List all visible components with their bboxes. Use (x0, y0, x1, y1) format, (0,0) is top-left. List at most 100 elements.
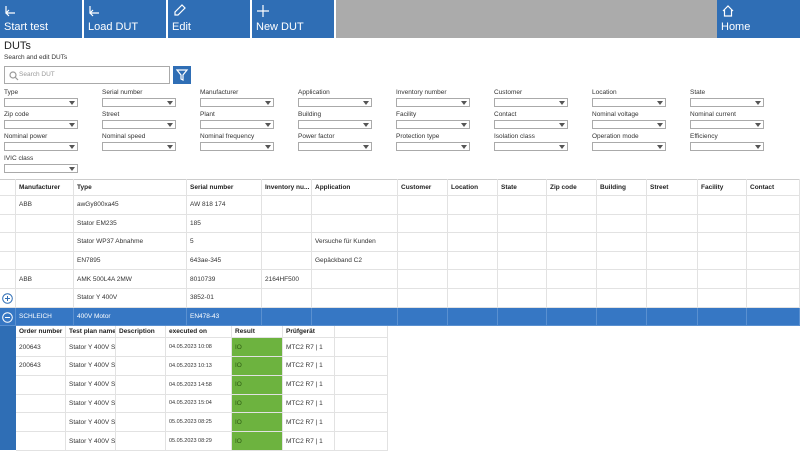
home-button[interactable]: Home (717, 0, 800, 38)
filter-label: Nominal speed (102, 133, 146, 140)
table-cell (597, 214, 647, 234)
filter-dropdown[interactable] (200, 120, 274, 129)
filter-dropdown[interactable] (4, 98, 78, 107)
filter-dropdown[interactable] (102, 120, 176, 129)
filter-dropdown[interactable] (396, 120, 470, 129)
table-row[interactable]: ABB AMK 500L4A 2MW 8010739 2164HF500 (0, 270, 800, 289)
column-header[interactable]: Application (312, 179, 398, 196)
sub-table-cell (16, 375, 66, 395)
sub-table-cell (116, 375, 166, 395)
table-row[interactable]: Stator Y 400V 3852-01 (0, 289, 800, 308)
filter-dropdown[interactable] (494, 142, 568, 151)
filter-dropdown[interactable] (494, 120, 568, 129)
search-box[interactable]: Search DUT (4, 66, 170, 84)
table-row[interactable]: Stator WP37 Abnahme 5 Versuche für Kunden (0, 233, 800, 252)
column-header[interactable]: Serial number (187, 179, 262, 196)
column-header[interactable]: Zip code (547, 179, 597, 196)
filter-dropdown[interactable] (298, 98, 372, 107)
filter-button[interactable] (173, 66, 191, 84)
table-row[interactable]: Stator EM235 185 (0, 214, 800, 234)
page-subtitle: Search and edit DUTs (4, 54, 68, 61)
column-header[interactable]: Inventory nu... (262, 179, 312, 196)
sub-table-cell: IO (232, 413, 283, 433)
dropdown-arrow (657, 101, 663, 105)
filter-dropdown[interactable] (200, 142, 274, 151)
toolbar-button[interactable]: Load DUT (84, 0, 166, 38)
sub-table-cell: 05.05.2023 08:29 (166, 432, 232, 451)
column-header[interactable]: Customer (398, 179, 448, 196)
filter-dropdown[interactable] (298, 120, 372, 129)
icon (722, 5, 734, 17)
table-cell (262, 233, 312, 252)
sub-column-header[interactable]: Description (116, 326, 166, 339)
filter-dropdown[interactable] (690, 120, 764, 129)
filter-dropdown[interactable] (4, 142, 78, 151)
filter-dropdown[interactable] (690, 142, 764, 151)
expand-icon (2, 293, 13, 304)
sub-table-cell: MTC2 R7 | 1 (283, 394, 335, 414)
expander (0, 251, 16, 271)
expander[interactable] (0, 289, 16, 308)
table-cell (698, 251, 747, 271)
sub-row-filler (335, 413, 388, 433)
expander (0, 233, 16, 252)
dropdown-arrow (755, 123, 761, 127)
sub-column-header[interactable]: Test plan name (66, 326, 116, 339)
sub-column-header[interactable]: executed on (166, 326, 232, 339)
filter-dropdown[interactable] (592, 120, 666, 129)
dropdown-arrow (461, 123, 467, 127)
expander (0, 196, 16, 215)
filter-dropdown[interactable] (102, 142, 176, 151)
filter-dropdown[interactable] (102, 98, 176, 107)
column-header[interactable]: Manufacturer (16, 179, 74, 196)
column-header[interactable]: Building (597, 179, 647, 196)
selected-row[interactable]: SCHLEICH 400V Motor EN478-43 (0, 307, 800, 327)
sub-table-cell: IO (232, 394, 283, 414)
table-row[interactable]: ABB awGy800xa45 AW 818 174 (0, 196, 800, 215)
expander[interactable] (0, 307, 16, 327)
dropdown-arrow (559, 101, 565, 105)
sub-column-header[interactable]: Prüfgerät (283, 326, 335, 339)
table-cell: 643ae-345 (187, 251, 262, 271)
toolbar-button[interactable]: Start test (0, 0, 82, 38)
filter-dropdown[interactable] (690, 98, 764, 107)
column-header[interactable]: Contact (747, 179, 800, 196)
column-header[interactable]: State (498, 179, 547, 196)
table-cell (16, 289, 74, 308)
filter-dropdown[interactable] (396, 98, 470, 107)
icon (175, 69, 189, 81)
dropdown-arrow (69, 123, 75, 127)
filter-dropdown[interactable] (592, 142, 666, 151)
column-header[interactable]: Location (448, 179, 498, 196)
filter-dropdown[interactable] (494, 98, 568, 107)
sub-table-cell: IO (232, 432, 283, 451)
filter-dropdown[interactable] (4, 120, 78, 129)
filter-label: Serial number (102, 89, 143, 96)
detail-strip (0, 326, 16, 450)
column-header[interactable]: Street (647, 179, 698, 196)
sub-table-cell: 200643 (16, 357, 66, 376)
filter-dropdown[interactable] (298, 142, 372, 151)
sub-column-header[interactable]: Order number (16, 326, 66, 339)
table-cell (398, 270, 448, 289)
table-cell: ABB (16, 196, 74, 215)
filter-dropdown[interactable] (592, 98, 666, 107)
table-cell (747, 196, 800, 215)
sub-column-header[interactable]: Result (232, 326, 283, 339)
filter-label: Operation mode (592, 133, 639, 140)
table-cell: SCHLEICH (16, 307, 74, 327)
table-row[interactable]: EN7895 643ae-345 Gepäckband C2 (0, 251, 800, 271)
filter-dropdown[interactable] (4, 164, 78, 173)
table-cell (498, 289, 547, 308)
column-header[interactable]: Facility (698, 179, 747, 196)
toolbar-button[interactable]: Edit (168, 0, 250, 38)
filter-dropdown[interactable] (396, 142, 470, 151)
filter-dropdown[interactable] (200, 98, 274, 107)
icon (257, 5, 269, 17)
table-cell (647, 214, 698, 234)
table-cell (312, 307, 398, 327)
column-header[interactable]: Type (74, 179, 187, 196)
toolbar-button[interactable]: New DUT (252, 0, 334, 38)
table-cell (597, 270, 647, 289)
filter-label: Plant (200, 111, 215, 118)
